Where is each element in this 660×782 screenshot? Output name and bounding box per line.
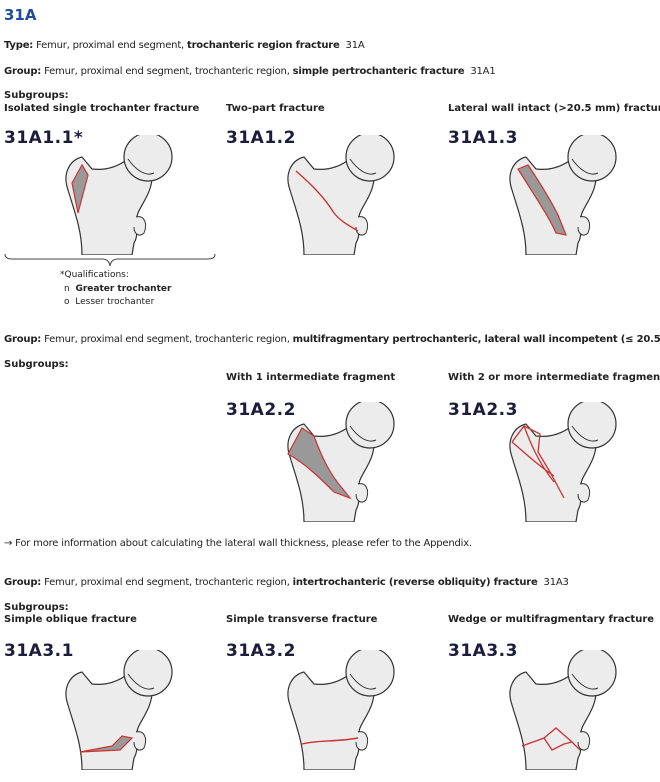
femur-illustration	[509, 135, 617, 255]
subgroup-code: 31A1.1*	[4, 128, 84, 148]
text: Lesser trochanter	[75, 297, 155, 307]
bold: multifragmentary pertrochanteric, latera…	[292, 334, 660, 345]
femur-illustration	[509, 650, 617, 770]
femur-illustration	[65, 135, 173, 255]
femur-illustration	[287, 135, 395, 255]
code: 31A3	[543, 577, 569, 588]
femur-illustration	[65, 650, 173, 770]
text: Greater trochanter	[75, 284, 172, 294]
qualification-item: n Greater trochanter	[64, 284, 171, 294]
subgroup-code: 31A2.3	[448, 400, 518, 420]
text: Femur, proximal end segment, trochanteri…	[44, 334, 290, 345]
label: Group:	[4, 334, 42, 345]
type-line: Type: Femur, proximal end segment, troch…	[4, 40, 365, 51]
group-line: Group: Femur, proximal end segment, troc…	[4, 66, 496, 77]
subgroup-code: 31A2.2	[226, 400, 296, 420]
bold: intertrochanteric (reverse obliquity) fr…	[292, 577, 538, 588]
subgroup-name: Simple transverse fracture	[226, 614, 378, 625]
subgroup-code: 31A3.3	[448, 641, 518, 661]
qualifications-title: *Qualifications:	[60, 270, 129, 280]
subgroup-name: With 2 or more intermediate fragments	[448, 372, 660, 383]
bold: simple pertrochanteric fracture	[292, 66, 465, 77]
text: Femur, proximal end segment, trochanteri…	[44, 577, 290, 588]
label: Group:	[4, 66, 42, 77]
note: → For more information about calculating…	[4, 538, 472, 549]
group-line: Group: Femur, proximal end segment, troc…	[4, 334, 660, 345]
subgroups-label: Subgroups:	[4, 359, 69, 370]
bold: trochanteric region fracture	[187, 40, 340, 51]
subgroups-label: Subgroups:	[4, 90, 69, 101]
marker: o	[64, 297, 70, 307]
subgroup-code: 31A3.2	[226, 641, 296, 661]
brace	[4, 253, 216, 267]
subgroup-name: Wedge or multifragmentary fracture	[448, 614, 655, 625]
subgroup-code: 31A3.1	[4, 641, 74, 661]
subgroup-code: 31A1.2	[226, 128, 296, 148]
femur-illustration	[509, 402, 617, 522]
text: Femur, proximal end segment,	[36, 40, 185, 51]
group-line: Group: Femur, proximal end segment, troc…	[4, 577, 569, 588]
subgroups-label: Subgroups:	[4, 602, 69, 613]
label: Group:	[4, 577, 42, 588]
subgroup-name: Two-part fracture	[226, 103, 325, 114]
text: Femur, proximal end segment, trochanteri…	[44, 66, 290, 77]
qualification-item: o Lesser trochanter	[64, 297, 154, 307]
femur-illustration	[287, 402, 395, 522]
subgroup-name: Lateral wall intact (>20.5 mm) fracture	[448, 103, 660, 114]
subgroup-name: Isolated single trochanter fracture	[4, 103, 200, 114]
code: 31A	[345, 40, 365, 51]
label: Type:	[4, 40, 34, 51]
subgroup-code: 31A1.3	[448, 128, 518, 148]
femur-illustration	[287, 650, 395, 770]
subgroup-name: With 1 intermediate fragment	[226, 372, 396, 383]
marker: n	[64, 284, 70, 294]
code: 31A1	[470, 66, 496, 77]
subgroup-name: Simple oblique fracture	[4, 614, 137, 625]
page-title: 31A	[4, 6, 37, 24]
